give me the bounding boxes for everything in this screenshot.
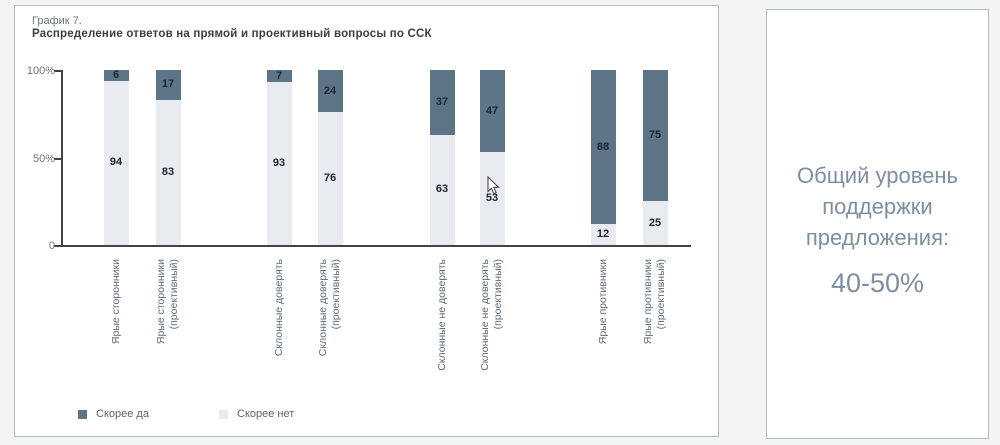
y-tick-label: 50%	[32, 152, 55, 165]
bar-segment-yes	[590, 70, 616, 224]
bar-segment-yes	[155, 70, 181, 100]
category-label: Склонные доверять (проективный)	[317, 259, 342, 357]
bar-value-yes: 37	[435, 95, 449, 108]
bar-segment-no	[479, 152, 505, 245]
bar-value-no: 83	[161, 165, 175, 178]
category-label: Склонные не доверять (проективный)	[479, 259, 504, 371]
bar-segment-yes	[103, 70, 129, 81]
chart-title: Распределение ответов на прямой и проект…	[32, 28, 432, 40]
bar-value-yes: 7	[275, 69, 283, 82]
bar-value-yes: 24	[323, 84, 337, 97]
legend-swatch	[219, 409, 228, 419]
legend-item: Скорее да	[78, 407, 149, 421]
bar-segment-no	[590, 224, 616, 245]
category-label: Склонные не доверять	[435, 259, 448, 371]
bar-value-no: 94	[109, 156, 123, 169]
stacked-bar-chart: 100% 50% 0 6 94 Ярые сторонники 17 83 Ярые сторо…	[15, 6, 720, 438]
bar-segment-no	[642, 201, 668, 245]
category-label: Ярые сторонники (проективный)	[155, 259, 180, 345]
category-label: Склонные доверять	[272, 259, 285, 357]
bar-segment-yes	[429, 70, 455, 135]
y-axis	[61, 70, 63, 247]
bar-value-yes: 47	[485, 104, 499, 117]
chart-panel: График 7. Распределение ответов на прямо…	[14, 5, 719, 437]
bar-segment-yes	[642, 70, 668, 202]
chart-number: График 7.	[32, 15, 82, 27]
bar-value-no: 53	[485, 192, 499, 205]
bar-value-no: 93	[272, 157, 286, 170]
bar-value-yes: 17	[161, 78, 175, 91]
category-label: Ярые противники	[596, 259, 609, 345]
category-label: Ярые сторонники	[109, 259, 122, 345]
bar-value-no: 12	[596, 228, 610, 240]
y-tick	[54, 70, 61, 72]
summary-panel: Общий уровень поддержки предложения: 40-…	[766, 9, 989, 439]
y-tick-label: 0	[48, 240, 55, 252]
y-tick	[54, 245, 61, 247]
x-axis	[61, 245, 691, 247]
bar-segment-yes	[266, 70, 292, 83]
bar-value-no: 25	[648, 216, 662, 229]
bar-segment-yes	[479, 70, 505, 153]
y-tick	[54, 157, 61, 160]
legend-swatch	[78, 409, 87, 419]
bar-segment-no	[155, 99, 181, 245]
bar-segment-yes	[317, 70, 343, 112]
bar-value-no: 63	[435, 183, 449, 196]
bar-segment-no	[103, 80, 129, 245]
y-tick-label: 100%	[26, 65, 55, 77]
legend-item: Скорее нет	[219, 407, 294, 421]
bar-segment-no	[429, 134, 455, 245]
category-label: Ярые противники (проективный)	[642, 259, 667, 345]
bar-value-no: 76	[323, 172, 337, 184]
summary-value: 40-50%	[830, 268, 925, 298]
bar-value-yes: 75	[648, 129, 662, 142]
legend-label: Скорее нет	[237, 408, 295, 420]
summary-text: Общий уровень поддержки предложения:	[796, 163, 958, 250]
bar-value-yes: 88	[596, 140, 610, 153]
mouse-cursor-icon	[487, 176, 500, 195]
bar-value-yes: 6	[112, 68, 120, 81]
bar-segment-no	[266, 82, 292, 245]
legend-label: Скорее да	[96, 408, 149, 420]
bar-segment-no	[317, 112, 343, 245]
